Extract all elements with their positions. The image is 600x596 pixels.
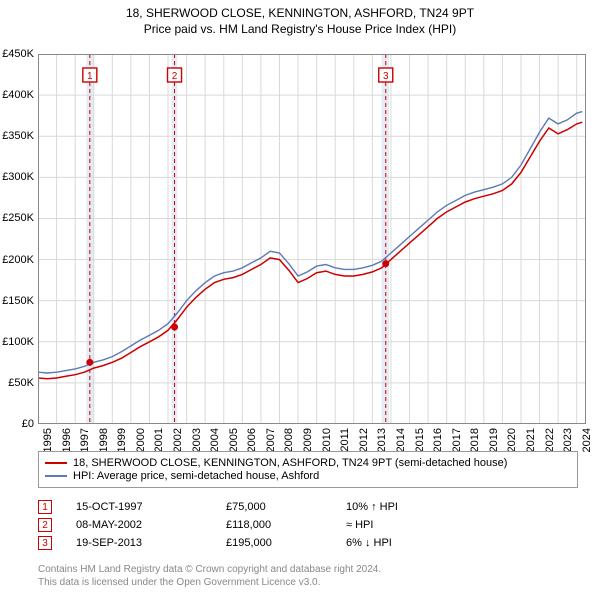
svg-text:3: 3 — [383, 71, 389, 82]
x-tick-label: 2021 — [525, 428, 537, 452]
y-tick-label: £0 — [0, 418, 34, 430]
sale-price: £195,000 — [226, 537, 346, 549]
x-tick-label: 2015 — [414, 428, 426, 452]
line-chart-svg: 1 2 3 — [38, 54, 586, 424]
y-tick-label: £250K — [0, 212, 34, 224]
x-tick-label: 2005 — [228, 428, 240, 452]
legend-item: 18, SHERWOOD CLOSE, KENNINGTON, ASHFORD,… — [45, 457, 571, 469]
x-tick-label: 2014 — [395, 428, 407, 452]
x-tick-label: 2017 — [451, 428, 463, 452]
sale-badge: 2 — [38, 518, 52, 532]
x-tick-label: 2013 — [376, 428, 388, 452]
sales-table: 1 15-OCT-1997£75,00010% ↑ HPI 2 08-MAY-2002… — [38, 496, 578, 554]
x-tick-label: 2003 — [191, 428, 203, 452]
chart-container: 18, SHERWOOD CLOSE, KENNINGTON, ASHFORD,… — [0, 6, 600, 596]
legend-swatch — [45, 462, 67, 464]
attribution-line-2: This data is licensed under the Open Gov… — [38, 577, 381, 590]
x-tick-label: 2016 — [432, 428, 444, 452]
sale-hpi: ≈ HPI — [346, 519, 373, 531]
x-tick-label: 2001 — [153, 428, 165, 452]
x-tick-label: 2002 — [172, 428, 184, 452]
x-tick-label: 2023 — [562, 428, 574, 452]
sale-hpi: 6% ↓ HPI — [346, 537, 392, 549]
x-tick-label: 2012 — [358, 428, 370, 452]
x-tick-label: 2004 — [209, 428, 221, 452]
x-tick-label: 2020 — [506, 428, 518, 452]
sale-row: 3 19-SEP-2013£195,0006% ↓ HPI — [38, 536, 578, 550]
sale-badge: 3 — [38, 536, 52, 550]
sale-row: 2 08-MAY-2002£118,000≈ HPI — [38, 518, 578, 532]
x-tick-label: 2007 — [265, 428, 277, 452]
sale-price: £75,000 — [226, 501, 346, 513]
y-tick-label: £200K — [0, 254, 34, 266]
sale-date: 19-SEP-2013 — [76, 537, 226, 549]
attribution-line-1: Contains HM Land Registry data © Crown c… — [38, 564, 381, 577]
y-tick-label: £400K — [0, 89, 34, 101]
x-tick-label: 1997 — [79, 428, 91, 452]
sale-hpi: 10% ↑ HPI — [346, 501, 398, 513]
x-tick-label: 2010 — [321, 428, 333, 452]
y-tick-label: £100K — [0, 336, 34, 348]
x-tick-label: 1998 — [98, 428, 110, 452]
sale-row: 1 15-OCT-1997£75,00010% ↑ HPI — [38, 500, 578, 514]
legend-swatch — [45, 475, 67, 477]
legend-label: 18, SHERWOOD CLOSE, KENNINGTON, ASHFORD,… — [73, 457, 507, 469]
x-tick-label: 1999 — [116, 428, 128, 452]
y-tick-label: £50K — [0, 377, 34, 389]
legend: 18, SHERWOOD CLOSE, KENNINGTON, ASHFORD,… — [38, 451, 578, 488]
x-tick-label: 2019 — [488, 428, 500, 452]
x-tick-label: 1995 — [42, 428, 54, 452]
x-tick-label: 2018 — [469, 428, 481, 452]
x-tick-label: 2009 — [302, 428, 314, 452]
legend-item: HPI: Average price, semi-detached house,… — [45, 470, 571, 482]
sale-date: 08-MAY-2002 — [76, 519, 226, 531]
sale-date: 15-OCT-1997 — [76, 501, 226, 513]
x-tick-label: 2006 — [246, 428, 258, 452]
legend-label: HPI: Average price, semi-detached house,… — [73, 470, 319, 482]
x-tick-label: 2008 — [283, 428, 295, 452]
plot-area: 1 2 3 — [38, 54, 586, 424]
x-tick-label: 2022 — [544, 428, 556, 452]
y-tick-label: £300K — [0, 171, 34, 183]
y-tick-label: £350K — [0, 130, 34, 142]
x-tick-label: 2024 — [581, 428, 593, 452]
svg-text:1: 1 — [87, 71, 93, 82]
chart-subtitle: Price paid vs. HM Land Registry's House … — [0, 22, 600, 36]
svg-text:2: 2 — [172, 71, 178, 82]
chart-title: 18, SHERWOOD CLOSE, KENNINGTON, ASHFORD,… — [0, 6, 600, 20]
y-tick-label: £150K — [0, 295, 34, 307]
x-tick-label: 1996 — [61, 428, 73, 452]
x-tick-label: 2000 — [135, 428, 147, 452]
sale-badge: 1 — [38, 500, 52, 514]
attribution: Contains HM Land Registry data © Crown c… — [38, 564, 381, 589]
x-tick-label: 2011 — [339, 428, 351, 452]
y-tick-label: £450K — [0, 48, 34, 60]
sale-price: £118,000 — [226, 519, 346, 531]
